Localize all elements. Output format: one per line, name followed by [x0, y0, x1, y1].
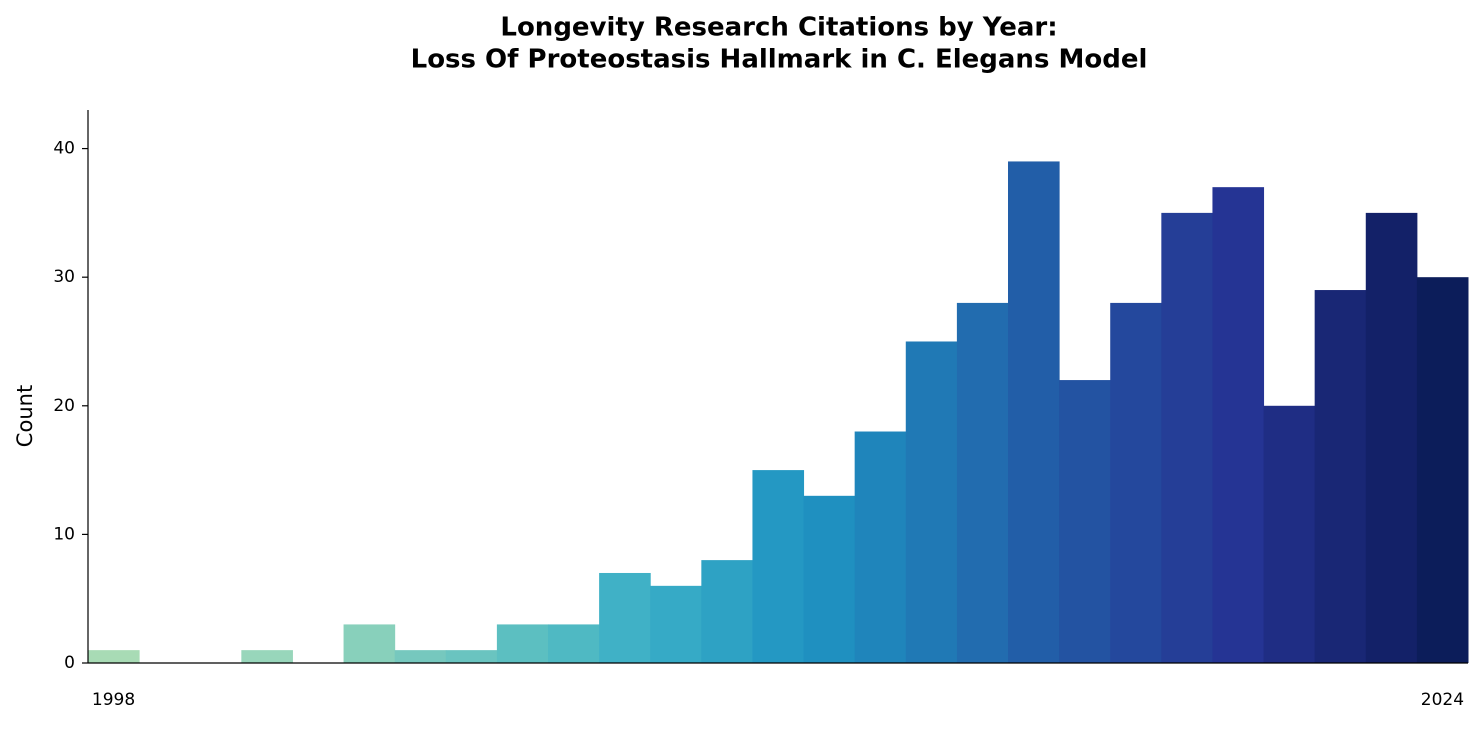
- bar: [1008, 161, 1060, 663]
- bar: [548, 624, 600, 663]
- bar: [88, 650, 140, 663]
- bar: [241, 650, 293, 663]
- x-tick-label: 1998: [92, 690, 135, 710]
- y-tick-label: 30: [53, 267, 75, 287]
- y-tick-label: 20: [53, 396, 75, 416]
- bar: [752, 470, 805, 663]
- bar: [650, 585, 702, 663]
- bar: [1212, 187, 1265, 664]
- y-axis-label: Count: [13, 385, 37, 447]
- bar: [394, 650, 447, 663]
- bar: [803, 495, 856, 663]
- chart-title: Loss Of Proteostasis Hallmark in C. Eleg…: [411, 45, 1148, 75]
- bar: [1161, 212, 1213, 663]
- bar: [1365, 212, 1418, 663]
- y-tick-label: 40: [53, 139, 75, 159]
- y-tick-label: 0: [64, 653, 75, 673]
- bar: [701, 560, 753, 663]
- bar: [1059, 380, 1111, 663]
- bar: [496, 624, 549, 663]
- bar: [1416, 277, 1469, 663]
- bar: [445, 650, 498, 663]
- x-tick-label: 2024: [1421, 690, 1464, 710]
- bar: [854, 431, 907, 663]
- bar: [343, 624, 396, 663]
- chart-title: Longevity Research Citations by Year:: [500, 13, 1057, 43]
- y-tick-label: 10: [53, 524, 75, 544]
- bar: [956, 302, 1009, 663]
- bar: [1314, 290, 1367, 663]
- bar: [905, 341, 958, 663]
- bar: [1110, 302, 1162, 663]
- bar: [1263, 405, 1316, 663]
- bar: [599, 572, 651, 663]
